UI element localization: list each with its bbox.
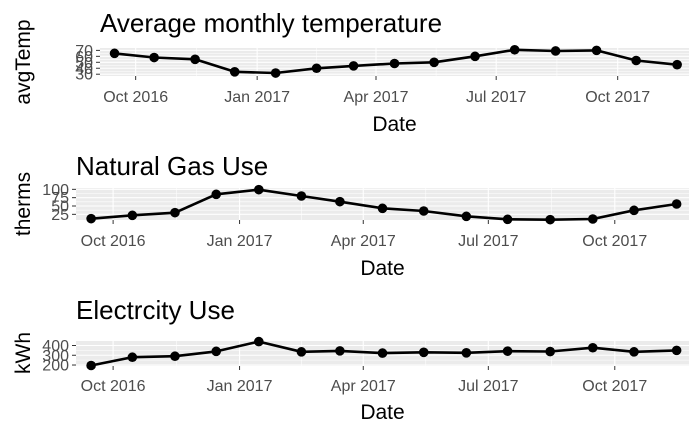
data-point <box>461 211 472 222</box>
data-point <box>587 214 598 224</box>
data-point <box>545 214 555 225</box>
data-point <box>86 360 96 371</box>
x-tick-label: Oct 2016 <box>81 378 146 395</box>
y-tick-label: 200 <box>42 358 69 375</box>
data-point <box>429 57 439 68</box>
chart-title: Average monthly temperature <box>100 8 442 38</box>
data-point <box>671 345 682 356</box>
y-axis-label: kWh <box>12 332 35 374</box>
data-point <box>170 207 180 218</box>
y-tick-label: 30 <box>75 67 93 84</box>
x-tick-label: Oct 2017 <box>582 378 647 395</box>
data-point <box>629 205 639 216</box>
x-axis-label: Date <box>360 257 404 280</box>
data-point <box>270 68 281 78</box>
x-tick-label: Apr 2017 <box>331 378 396 395</box>
x-axis-label: Date <box>372 113 416 136</box>
data-point <box>296 347 307 357</box>
data-point <box>418 347 429 358</box>
data-point <box>335 196 345 207</box>
data-point <box>470 51 480 62</box>
x-tick-label: Apr 2017 <box>344 89 409 106</box>
data-point <box>545 346 555 357</box>
y-tick-label: 400 <box>42 338 69 355</box>
y-tick-label: 50 <box>51 199 69 216</box>
data-point <box>211 189 221 200</box>
data-point <box>348 61 359 71</box>
chart-title: Natural Gas Use <box>76 151 268 181</box>
y-axis-label: avgTemp <box>12 19 35 104</box>
data-point <box>461 348 472 358</box>
x-tick-label: Jan 2017 <box>207 378 273 395</box>
data-point <box>86 213 96 224</box>
y-axis-label: therms <box>12 172 35 236</box>
data-point <box>509 44 520 55</box>
x-axis-label: Date <box>360 401 404 424</box>
data-point <box>229 67 240 77</box>
chart-title: Electrcity Use <box>76 295 235 325</box>
data-point <box>672 59 682 70</box>
y-tick-label: 300 <box>42 348 69 365</box>
data-point <box>311 63 322 74</box>
x-tick-label: Oct 2017 <box>585 89 650 106</box>
y-tick-label: 50 <box>75 55 93 72</box>
data-point <box>389 58 400 69</box>
x-tick-label: Jul 2017 <box>466 89 527 106</box>
data-point <box>170 351 180 362</box>
data-point <box>149 52 159 63</box>
data-point <box>377 203 388 214</box>
data-point <box>211 346 221 357</box>
data-point <box>377 348 388 358</box>
y-tick-label: 75 <box>51 190 69 207</box>
x-tick-label: Jul 2017 <box>458 233 519 250</box>
x-tick-label: Jan 2017 <box>224 89 290 106</box>
data-point <box>190 54 200 65</box>
y-tick-label: 70 <box>75 43 93 60</box>
y-tick-label: 40 <box>75 61 93 78</box>
data-point <box>591 45 602 56</box>
data-point <box>631 55 641 66</box>
y-tick-label: 25 <box>51 207 69 224</box>
y-tick-label: 100 <box>42 182 69 199</box>
x-tick-label: Jul 2017 <box>458 378 519 395</box>
data-point <box>127 352 138 363</box>
data-point <box>418 206 429 216</box>
x-tick-label: Oct 2016 <box>81 233 146 250</box>
x-tick-label: Jan 2017 <box>207 233 273 250</box>
data-point <box>335 346 345 356</box>
data-point <box>254 184 264 195</box>
data-point <box>502 346 513 356</box>
data-point <box>587 342 598 353</box>
x-tick-label: Oct 2016 <box>103 89 168 106</box>
data-point <box>296 191 307 201</box>
data-point <box>629 347 639 357</box>
data-point <box>550 46 561 56</box>
y-tick-label: 60 <box>75 49 93 66</box>
x-tick-label: Apr 2017 <box>331 233 396 250</box>
x-tick-label: Oct 2017 <box>582 233 647 250</box>
data-point <box>254 336 264 347</box>
data-point <box>109 48 120 59</box>
data-point <box>127 210 138 221</box>
data-point <box>671 199 682 209</box>
data-point <box>502 214 513 225</box>
